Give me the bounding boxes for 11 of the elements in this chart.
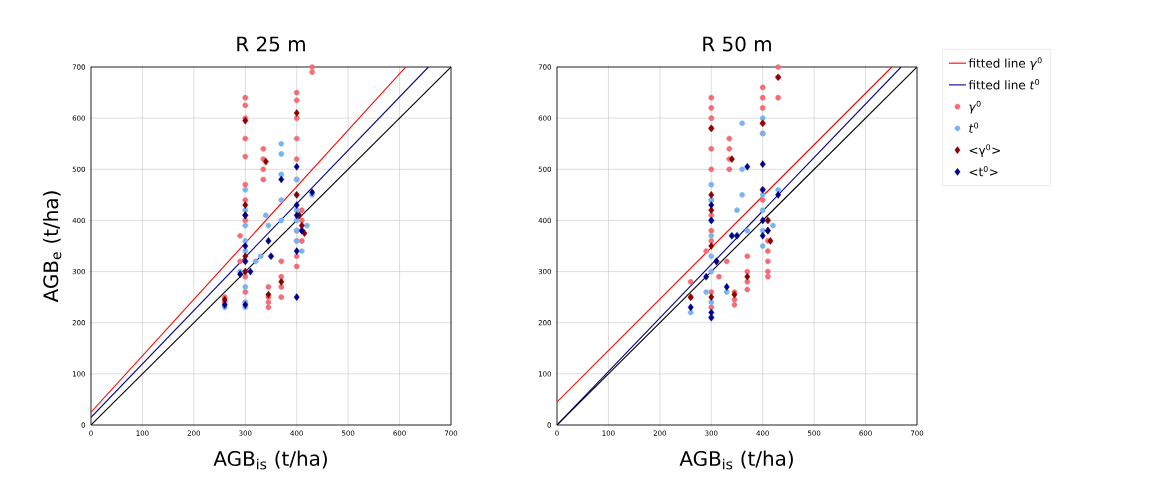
chart-title: R 25 m (237, 36, 305, 52)
x-axis-title: AGB$_{is}$ (t/ha) (213, 450, 327, 470)
legend-label: fitted line γ$^{0}$ (968, 57, 1042, 71)
legend-label: <γ$^{0}$> (969, 144, 1000, 157)
y-axis-title: AGB$_{e}$ (t/ha) (42, 191, 62, 303)
legend-label: t$^{0}$ (969, 122, 979, 133)
chart-title: R 50 m (703, 36, 771, 52)
x-axis-title: AGB$_{is}$ (t/ha) (679, 450, 793, 470)
legend-label: <t$^{0}$> (969, 165, 998, 177)
legend-label: γ$^{0}$ (969, 100, 981, 114)
legend-label: fitted line t$^{0}$ (968, 79, 1040, 90)
